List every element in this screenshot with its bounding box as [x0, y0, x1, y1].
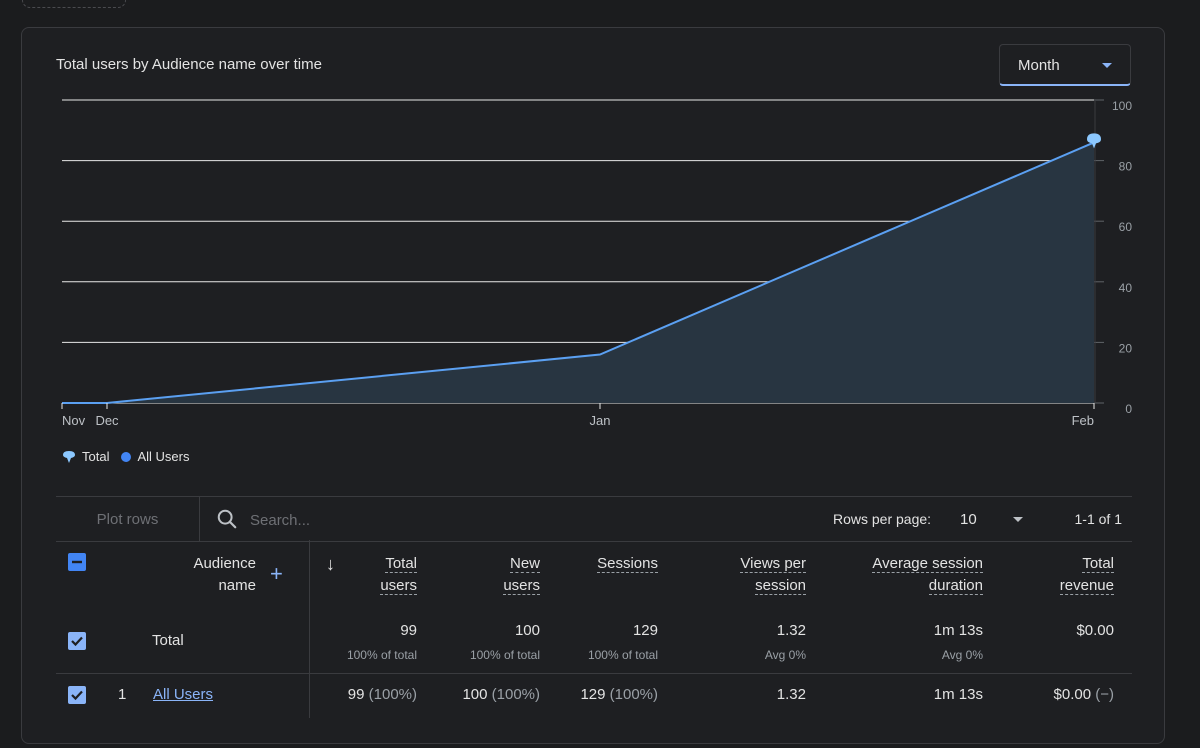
- y-tick-label: 20: [1119, 341, 1133, 355]
- plot-rows-button[interactable]: Plot rows: [56, 497, 200, 541]
- indeterminate-icon: [72, 560, 82, 564]
- header-total-revenue-line2: revenue: [1059, 577, 1114, 595]
- new-users-sub: 100% of total: [469, 648, 540, 662]
- chevron-down-icon: [1102, 63, 1112, 68]
- search-input[interactable]: [248, 506, 512, 534]
- header-audience-name-line2: name: [218, 577, 256, 594]
- row-total-revenue: $0.00 (−): [1002, 686, 1114, 703]
- x-tick-label: Feb: [1072, 413, 1094, 428]
- new-users-value: 100: [514, 622, 540, 639]
- total-users-value: 99: [400, 622, 417, 639]
- header-new-users-line1: New: [509, 555, 540, 573]
- row-new-users-value: 100: [462, 686, 488, 703]
- chevron-down-icon[interactable]: [1013, 517, 1023, 522]
- header-views-per-session-line2: session: [755, 577, 806, 595]
- row-sessions: 129 (100%): [558, 686, 658, 703]
- column-divider: [309, 540, 310, 718]
- x-tick-label: Dec: [95, 413, 119, 428]
- pagination-range: 1-1 of 1: [1074, 511, 1122, 527]
- views-per-session-sub: Avg 0%: [764, 648, 806, 662]
- header-avg-session-line2: duration: [928, 577, 983, 595]
- period-select[interactable]: Month: [999, 44, 1131, 86]
- row-total-revenue-value: $0.00: [1053, 686, 1092, 703]
- y-tick-label: 100: [1112, 99, 1132, 113]
- row-views-per-session: 1.32: [776, 686, 806, 703]
- row-sessions-value: 129: [580, 686, 606, 703]
- checkmark-icon: [71, 636, 83, 647]
- sessions-sub: 100% of total: [587, 648, 658, 662]
- row-avg-session: 1m 13s: [933, 686, 983, 703]
- search-icon: [217, 509, 237, 529]
- views-per-session-value: 1.32: [776, 622, 806, 639]
- x-tick-label: Jan: [590, 413, 611, 428]
- add-dimension-icon[interactable]: +: [270, 561, 283, 586]
- audience-link-all-users[interactable]: All Users: [153, 686, 214, 703]
- header-avg-session-line1: Average session: [872, 555, 983, 573]
- period-select-value: Month: [1018, 57, 1060, 74]
- legend-label-all-users: All Users: [137, 449, 190, 464]
- y-tick-label: 80: [1119, 160, 1133, 174]
- header-avg-session-duration[interactable]: Average session duration: [842, 553, 983, 597]
- chart-markers: [1087, 133, 1101, 149]
- series-area-all-users: [62, 142, 1094, 404]
- all-users-dot-icon: [121, 451, 132, 462]
- x-tick-label: Nov: [62, 413, 86, 428]
- table-toolbar: Plot rows Rows per page: 10 1-1 of 1: [56, 496, 1132, 542]
- row-total-users-pct: (100%): [368, 686, 417, 703]
- total-row-checkbox[interactable]: [68, 632, 86, 650]
- header-total-revenue-line1: Total: [1082, 555, 1114, 573]
- row-index: 1: [118, 686, 127, 703]
- header-total-revenue[interactable]: Total revenue: [1022, 553, 1114, 597]
- rows-per-page-label: Rows per page:: [833, 511, 932, 527]
- avg-session-value: 1m 13s: [933, 622, 983, 639]
- top-panel-edge: [22, 0, 126, 8]
- header-audience-name[interactable]: Audience name: [152, 553, 256, 597]
- row-new-users: 100 (100%): [440, 686, 540, 703]
- row-divider: [56, 673, 1132, 674]
- header-total-users-line2: users: [380, 577, 417, 595]
- y-tick-label: 60: [1119, 220, 1133, 234]
- rows-per-page-select[interactable]: 10: [960, 511, 977, 528]
- total-marker-icon: [63, 450, 75, 463]
- select-all-checkbox[interactable]: [68, 553, 86, 571]
- total-users-sub: 100% of total: [346, 648, 417, 662]
- line-chart: 100 80 60 40 20 0 Nov Dec Jan Feb: [61, 99, 1133, 428]
- total-row-label: Total: [152, 632, 184, 649]
- sessions-value: 129: [632, 622, 658, 639]
- legend-label-total: Total: [82, 449, 110, 464]
- row-sessions-pct: (100%): [609, 686, 658, 703]
- series-line-all-users: [62, 141, 1095, 404]
- header-total-users[interactable]: Total users: [352, 553, 417, 597]
- chart-title: Total users by Audience name over time: [56, 56, 322, 73]
- header-sessions[interactable]: Sessions: [562, 553, 658, 575]
- y-tick-label: 40: [1119, 281, 1133, 295]
- point-marker-total: [1087, 133, 1101, 149]
- sort-descending-icon[interactable]: ↓: [326, 554, 335, 574]
- row-total-users-value: 99: [347, 686, 365, 703]
- total-revenue-value: $0.00: [1076, 622, 1114, 639]
- avg-session-sub: Avg 0%: [941, 648, 983, 662]
- header-total-users-line1: Total: [385, 555, 417, 573]
- chart-ticks: 100 80 60 40 20 0 Nov Dec Jan Feb: [61, 99, 1133, 428]
- row-new-users-pct: (100%): [491, 686, 540, 703]
- chart-legend: Total All Users: [62, 449, 189, 464]
- chart-card: Total users by Audience name over time M…: [21, 27, 1165, 744]
- legend-item-all-users[interactable]: All Users: [121, 449, 189, 464]
- header-new-users[interactable]: New users: [462, 553, 540, 597]
- header-new-users-line2: users: [503, 577, 540, 595]
- header-views-per-session-line1: Views per: [740, 555, 806, 573]
- y-tick-label: 0: [1125, 402, 1132, 416]
- header-sessions-label: Sessions: [597, 555, 658, 573]
- header-views-per-session[interactable]: Views per session: [702, 553, 806, 597]
- row-checkbox-all-users[interactable]: [68, 686, 86, 704]
- legend-item-total[interactable]: Total: [62, 449, 109, 464]
- row-total-revenue-pct: (−): [1095, 686, 1114, 703]
- row-total-users: 99 (100%): [322, 686, 417, 703]
- checkmark-icon: [71, 690, 83, 701]
- header-audience-name-line1: Audience: [193, 555, 256, 572]
